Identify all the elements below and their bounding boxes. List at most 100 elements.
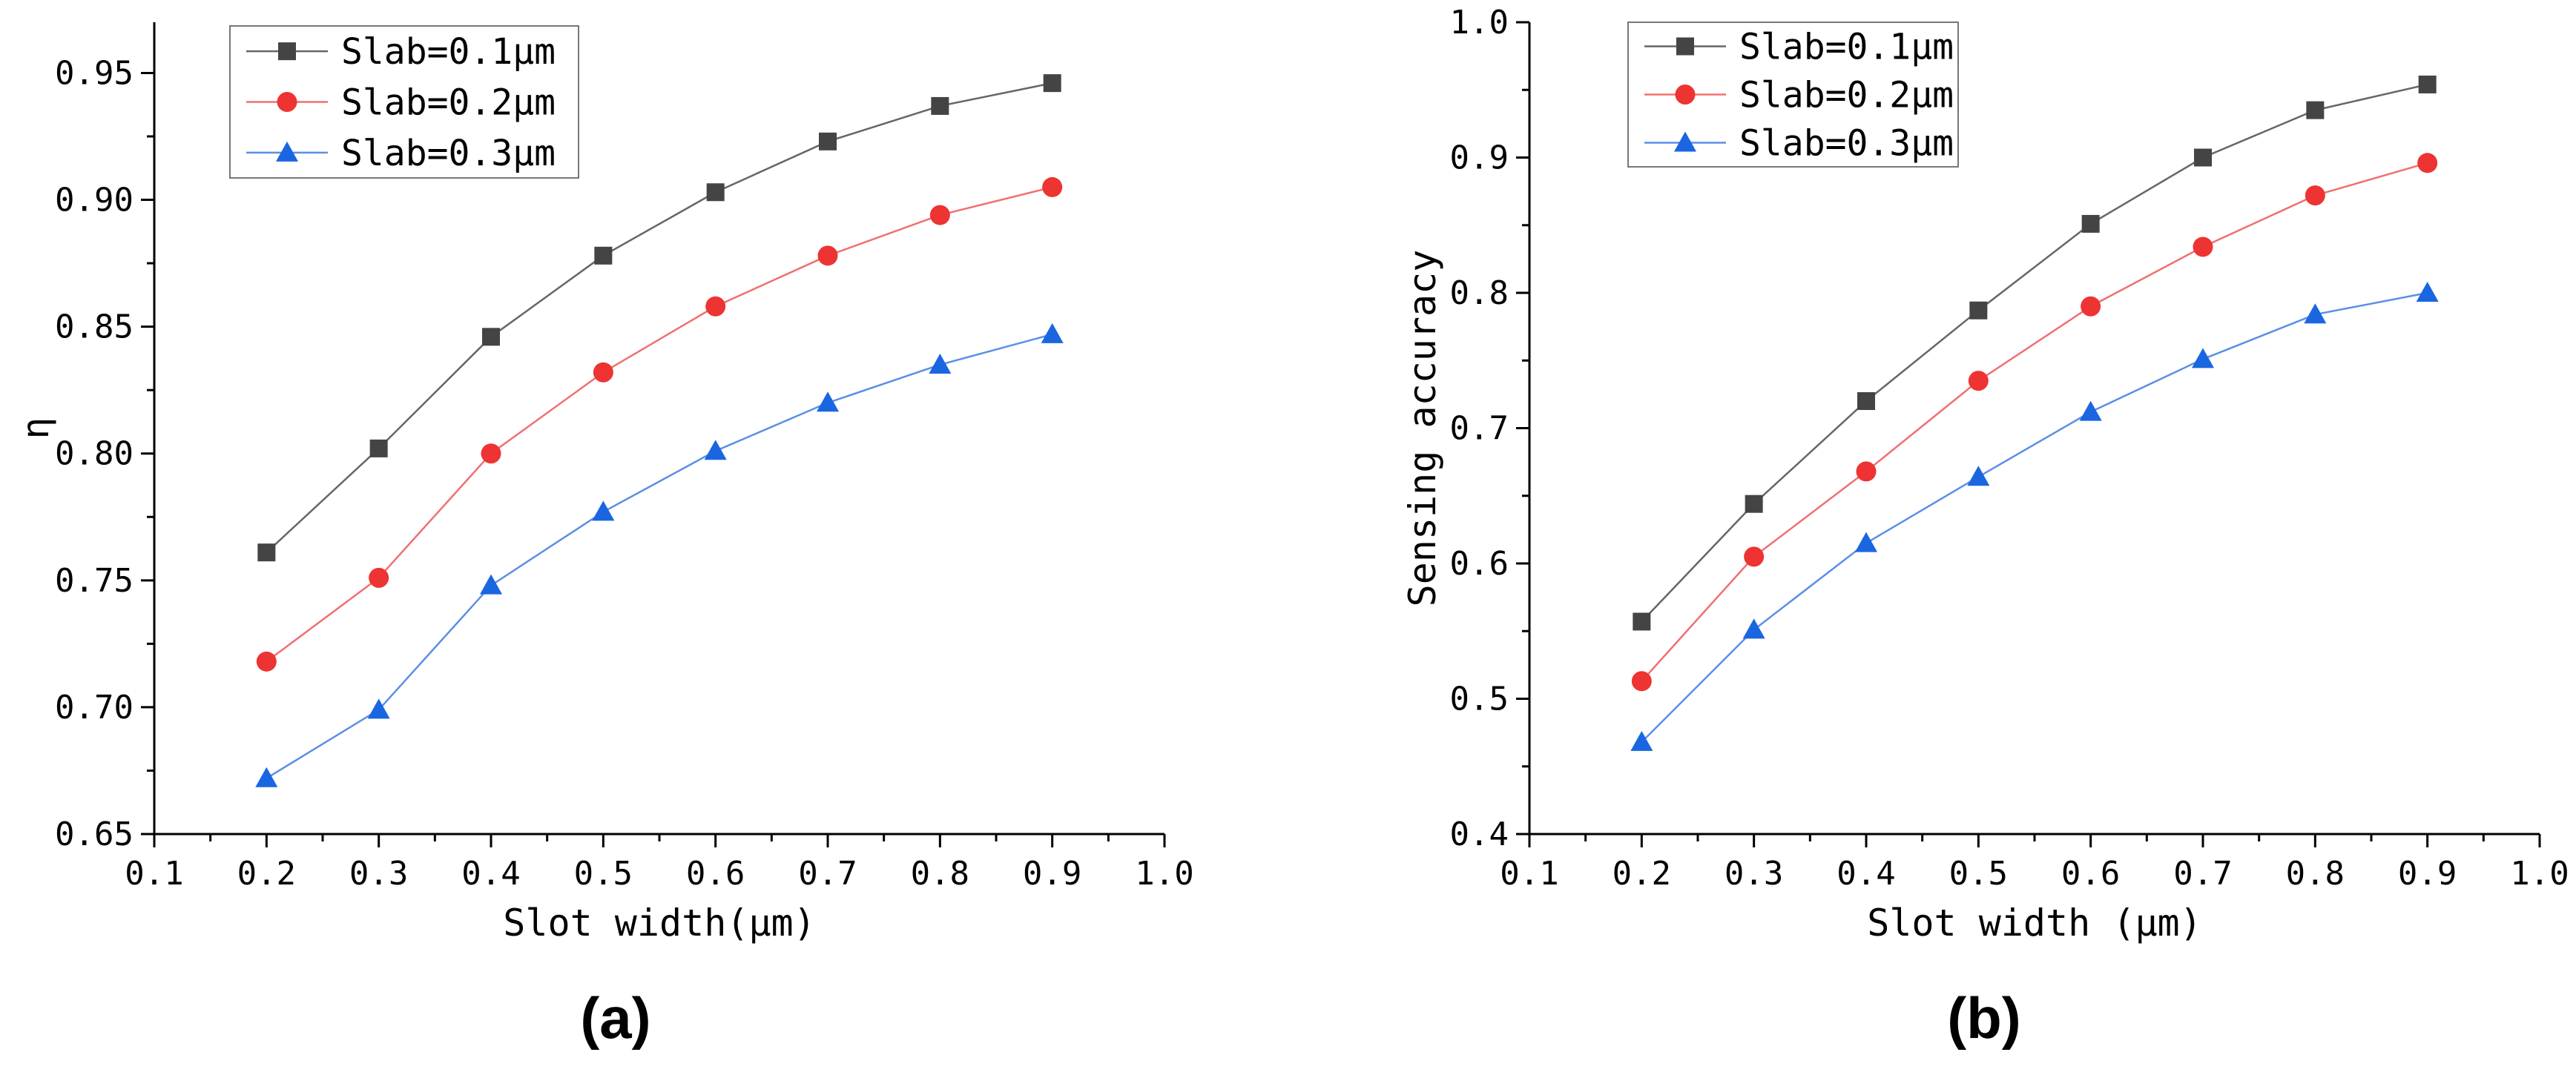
y-tick-label: 0.95 (55, 54, 134, 92)
x-tick-label: 0.3 (349, 855, 408, 893)
data-point (1745, 494, 1763, 513)
x-tick-label: 0.5 (1949, 855, 2008, 893)
data-point (1968, 371, 1989, 391)
series-3 (255, 322, 1064, 787)
data-point (255, 767, 278, 787)
data-point (1630, 730, 1653, 751)
y-tick-label: 0.5 (1450, 681, 1509, 718)
legend-label: Slab=0.1μm (1739, 27, 1954, 68)
series-1 (1633, 75, 2437, 631)
data-point (2081, 214, 2100, 233)
legend-label: Slab=0.1μm (341, 31, 556, 73)
data-point (1857, 392, 1875, 410)
x-tick-label: 0.6 (2061, 855, 2120, 893)
data-point (2305, 185, 2325, 206)
x-tick-label: 0.9 (1023, 855, 1081, 893)
x-axis-label: Slot width (μm) (1867, 902, 2202, 945)
y-tick-label: 0.9 (1450, 139, 1509, 177)
legend-marker (278, 42, 296, 61)
data-point (2418, 75, 2437, 93)
y-tick-label: 0.90 (55, 182, 134, 219)
y-tick-label: 0.6 (1450, 545, 1509, 583)
data-point (704, 440, 727, 460)
data-point (817, 245, 838, 266)
chart-panel-a: 0.1 0.2 0.3 0.4 0.5 0.6 0.7 0.8 0.9 1.0 0.65 0.70 0.… (14, 22, 1194, 1051)
x-tick-label: 0.9 (2398, 855, 2457, 893)
data-point (2304, 303, 2327, 324)
x-tick-label: 0.1 (125, 855, 183, 893)
y-axis-label: η (14, 417, 57, 439)
x-tick-label: 0.3 (1725, 855, 1783, 893)
series-3 (1630, 282, 2439, 751)
x-tick-label: 0.4 (461, 855, 520, 893)
data-point (2079, 400, 2102, 421)
x-tick-label: 0.7 (798, 855, 857, 893)
x-tick-label: 0.5 (574, 855, 633, 893)
data-point (929, 353, 952, 374)
data-point (819, 132, 837, 150)
series-line (266, 186, 1053, 663)
data-point (1744, 546, 1765, 567)
legend-marker (276, 141, 298, 162)
x-tick-label: 0.1 (1500, 855, 1558, 893)
y-tick-label: 0.7 (1450, 410, 1509, 448)
legend-marker (1676, 37, 1694, 56)
data-point (367, 698, 390, 719)
data-point (2306, 101, 2325, 119)
chart-panel-b: 0.1 0.2 0.3 0.4 0.5 0.6 0.7 0.8 0.9 1.0 0.4 0.5 0.6 0… (1401, 4, 2569, 1051)
data-point (2416, 282, 2439, 302)
data-point (1633, 612, 1651, 631)
series-1 (257, 74, 1061, 562)
y-tick-label: 0.4 (1450, 816, 1509, 853)
data-point (2193, 236, 2213, 257)
series-line (1641, 162, 2428, 682)
data-point (1042, 176, 1063, 197)
data-point (1967, 466, 1990, 486)
data-point (929, 205, 950, 225)
y-tick-label: 0.65 (55, 816, 134, 853)
legend-label: Slab=0.3μm (1739, 123, 1954, 165)
data-point (369, 439, 388, 457)
data-point (1041, 322, 1064, 343)
x-tick-label: 0.8 (911, 855, 969, 893)
legend: Slab=0.1μm Slab=0.2μm Slab=0.3μm (1627, 22, 1959, 168)
data-point (1631, 671, 1652, 692)
data-point (2417, 153, 2438, 173)
y-tick-label: 0.80 (55, 435, 134, 473)
y-tick-label: 0.70 (55, 689, 134, 727)
legend-label: Slab=0.2μm (341, 82, 556, 124)
series-line (1641, 291, 2428, 743)
data-point (931, 96, 949, 115)
data-point (817, 391, 839, 412)
data-point (256, 651, 277, 672)
y-tick-label: 0.75 (55, 562, 134, 600)
data-point (480, 574, 502, 595)
x-tick-label: 1.0 (1135, 855, 1193, 893)
data-point (705, 296, 726, 317)
data-point (1742, 618, 1765, 639)
x-tick-label: 1.0 (2510, 855, 2569, 893)
x-tick-label: 0.2 (237, 855, 296, 893)
x-tick-label: 0.7 (2173, 855, 2232, 893)
data-point (1856, 461, 1877, 482)
x-tick-label: 0.2 (1613, 855, 1671, 893)
data-point (2081, 296, 2101, 317)
data-point (1969, 301, 1988, 320)
series-2 (1631, 153, 2438, 692)
data-point (481, 443, 501, 464)
x-tick-label: 0.6 (686, 855, 745, 893)
series-line (266, 333, 1053, 779)
data-point (257, 543, 276, 562)
panel-label: (b) (1947, 985, 2021, 1051)
data-point (593, 362, 613, 383)
data-point (369, 567, 389, 588)
x-tick-label: 0.8 (2286, 855, 2345, 893)
data-point (1855, 532, 1877, 552)
y-tick-label: 0.8 (1450, 274, 1509, 312)
legend-marker (1674, 131, 1696, 152)
y-tick-label: 0.85 (55, 308, 134, 346)
y-tick-label: 1.0 (1450, 4, 1509, 42)
y-axis-label: Sensing accuracy (1401, 250, 1444, 607)
legend-label: Slab=0.2μm (1739, 75, 1954, 116)
